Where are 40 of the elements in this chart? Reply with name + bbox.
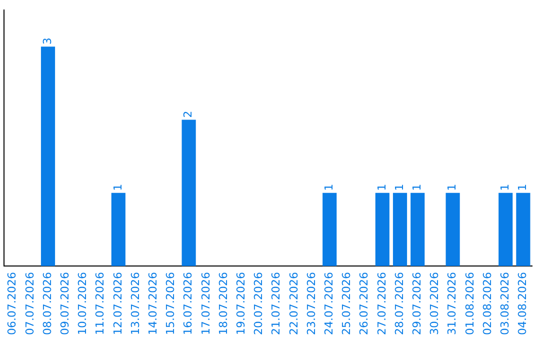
x-tick-label: 02.08.2026	[480, 272, 494, 336]
data-label: 1	[322, 184, 336, 191]
x-tick-label: 22.07.2026	[287, 272, 300, 336]
x-tick-label: 21.07.2026	[270, 272, 283, 336]
x-tick-label: 12.07.2026	[111, 272, 124, 336]
x-tick-label: 30.07.2026	[428, 272, 442, 336]
x-tick-label: 24.07.2026	[322, 272, 336, 336]
data-label: 1	[111, 184, 124, 191]
x-tick-label: 29.07.2026	[410, 272, 424, 336]
x-tick-label: 13.07.2026	[128, 272, 142, 336]
data-label: 1	[392, 184, 406, 191]
x-tick-label: 28.07.2026	[392, 272, 406, 336]
x-tick-label: 10.07.2026	[76, 272, 90, 336]
x-tick-label: 15.07.2026	[164, 272, 178, 336]
data-label: 3	[40, 38, 54, 45]
x-tick-label: 14.07.2026	[146, 272, 160, 336]
x-tick-label: 09.07.2026	[58, 272, 72, 336]
x-tick-label: 27.07.2026	[375, 272, 388, 336]
x-tick-label: 31.07.2026	[446, 272, 459, 336]
data-label: 1	[498, 184, 512, 191]
x-tick-label: 08.07.2026	[40, 272, 54, 336]
x-tick-label: 20.07.2026	[252, 272, 266, 336]
data-label: 1	[446, 184, 459, 191]
x-tick-label: 06.07.2026	[6, 272, 19, 336]
x-tick-label: 03.08.2026	[498, 272, 512, 336]
x-tick-label: 01.08.2026	[463, 272, 476, 336]
x-tick-label: 19.07.2026	[234, 272, 248, 336]
data-label: 2	[182, 110, 195, 118]
x-tick-label: 04.08.2026	[516, 272, 530, 336]
x-tick-label: 17.07.2026	[199, 272, 212, 336]
x-tick-label: 26.07.2026	[358, 272, 371, 336]
data-label: 1	[410, 184, 424, 191]
x-tick-label: 23.07.2026	[304, 272, 318, 336]
x-tick-label: 11.07.2026	[94, 272, 107, 336]
x-tick-label: 07.07.2026	[23, 272, 36, 336]
data-label: 1	[375, 184, 388, 191]
x-tick-label: 25.07.2026	[340, 272, 354, 336]
x-tick-label: 18.07.2026	[216, 272, 230, 336]
data-label: 1	[516, 184, 530, 191]
x-tick-label: 16.07.2026	[182, 272, 195, 336]
